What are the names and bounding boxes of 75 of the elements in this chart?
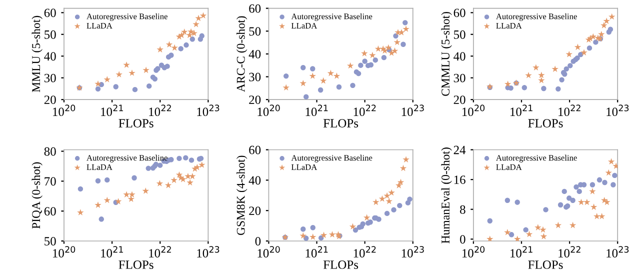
legend-label: LLaDA [291,22,318,29]
legend-label: Autoregressive Baseline [291,154,372,162]
x-tick-label: 10$^{21}$ [306,246,328,258]
x-tick-label: 10$^{20}$ [53,246,76,258]
y-axis-title: CMMLU (5-shot) [441,12,452,96]
y-tick-label: 30 [249,72,261,82]
y-axis-title: HumanEval (0-shot) [441,148,452,244]
x-tick-label: 10$^{21}$ [101,104,123,116]
y-tick-label: 0 [255,237,261,246]
y-tick-label: 0 [460,235,466,244]
x-tick-label: 10$^{20}$ [53,104,76,116]
y-tick-label: 24 [454,146,466,154]
legend-label: LLaDA [496,164,522,170]
x-tick-label: 10$^{22}$ [558,246,580,258]
x-axis-title: FLOPs [118,260,154,269]
legend-label: LLaDA [86,164,112,170]
legend-label: Autoregressive Baseline [496,13,577,21]
x-axis-title: FLOPs [528,260,563,269]
y-tick-label: 20 [249,206,261,216]
legend-label: LLaDA [496,22,522,29]
y-tick-label: 70 [44,177,56,186]
y-axis-title: GSM8K (4-shot) [236,156,248,236]
y-tick-label: 60 [249,146,261,154]
x-tick-label: 10$^{23}$ [197,104,220,116]
x-tick-label: 10$^{22}$ [558,104,580,116]
x-tick-label: 10$^{21}$ [510,246,532,258]
y-tick-label: 50 [44,237,56,246]
legend-label: Autoregressive Baseline [86,13,168,21]
y-tick-label: 60 [44,8,56,18]
legend-label: Autoregressive Baseline [496,154,577,162]
x-tick-label: 10$^{22}$ [354,104,376,116]
legend-label: Autoregressive Baseline [291,13,372,21]
x-tick-label: 10$^{23}$ [606,104,629,116]
y-axis-title: ARC-C (0-shot) [236,16,248,92]
y-tick-label: 8 [460,205,466,214]
x-tick-label: 10$^{23}$ [197,246,220,258]
y-tick-label: 40 [248,176,261,185]
y-tick-label: 40 [454,52,466,61]
x-tick-label: 10$^{20}$ [258,246,280,258]
x-tick-label: 10$^{22}$ [354,246,376,258]
y-tick-label: 60 [249,4,261,13]
x-axis-title: FLOPs [323,260,358,269]
y-tick-label: 20 [454,96,466,104]
y-tick-label: 16 [454,176,466,184]
y-tick-label: 50 [44,30,56,39]
x-tick-label: 10$^{20}$ [258,104,280,116]
y-tick-label: 20 [249,96,261,104]
y-tick-label: 50 [454,30,466,39]
x-tick-label: 10$^{20}$ [462,104,485,116]
x-tick-label: 10$^{22}$ [149,246,171,258]
y-tick-label: 20 [44,96,56,104]
legend-label: Autoregressive Baseline [86,154,168,162]
y-tick-label: 80 [44,147,56,156]
y-tick-label: 40 [44,52,56,61]
x-tick-label: 10$^{23}$ [402,246,424,258]
x-tick-label: 10$^{22}$ [149,104,171,116]
y-tick-label: 30 [454,74,466,82]
legend-label: LLaDA [291,164,318,170]
x-tick-label: 10$^{23}$ [402,104,424,116]
y-tick-label: 60 [44,207,56,216]
x-tick-label: 10$^{23}$ [606,246,629,258]
x-tick-label: 10$^{21}$ [101,246,123,258]
x-tick-label: 10$^{20}$ [462,246,485,258]
legend-label: LLaDA [86,22,112,29]
y-axis-title: MMLU (5-shot) [32,16,42,92]
y-tick-label: 40 [248,50,261,58]
y-tick-label: 30 [44,74,56,82]
y-axis-title: PIQA (0-shot) [32,162,42,229]
x-axis-title: FLOPs [323,119,358,128]
y-tick-label: 50 [249,27,261,36]
x-tick-label: 10$^{21}$ [306,104,328,116]
x-axis-title: FLOPs [118,119,154,128]
y-tick-label: 60 [454,8,466,18]
x-tick-label: 10$^{21}$ [510,104,532,116]
x-axis-title: FLOPs [528,119,563,128]
